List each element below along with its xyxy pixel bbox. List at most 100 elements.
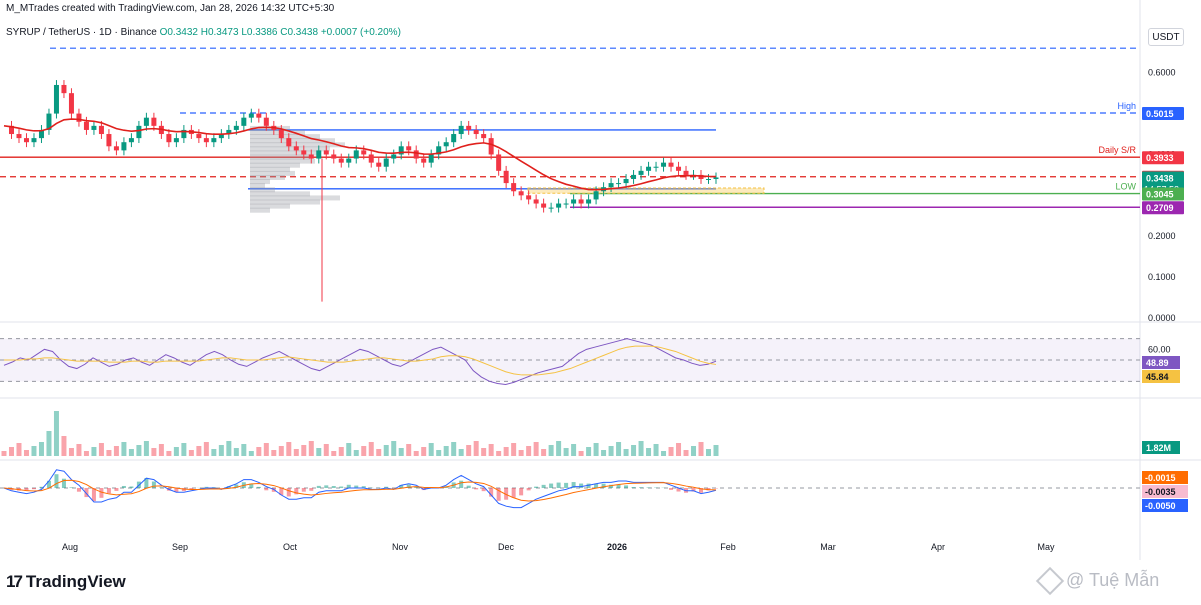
volume-bar <box>241 444 247 456</box>
volume-bar <box>668 447 674 456</box>
volume-bar <box>203 442 209 456</box>
volume-bar <box>23 450 29 456</box>
rsi-tag <box>1142 356 1180 369</box>
candle-body <box>211 138 217 143</box>
volume-profile-bar <box>250 170 295 176</box>
candle-body <box>346 158 352 163</box>
macd-histogram-bar <box>84 488 89 498</box>
candle-body <box>571 199 577 204</box>
time-axis-tick: Apr <box>931 542 945 552</box>
support-zone <box>527 187 765 194</box>
volume-bar <box>293 449 299 456</box>
macd-histogram-bar <box>234 484 239 488</box>
volume-tag <box>1142 441 1180 454</box>
macd-histogram-bar <box>534 486 539 488</box>
macd-histogram-bar <box>324 485 329 488</box>
signal-line <box>3 479 717 502</box>
rsi-axis-tick: 60.00 <box>1148 344 1171 354</box>
candle-body <box>166 134 172 143</box>
candle-body <box>638 170 644 175</box>
volume-bar <box>608 446 614 456</box>
tradingview-logo[interactable]: 17 TradingView <box>6 572 126 592</box>
brand-name: TradingView <box>25 572 126 591</box>
volume-bar <box>91 447 97 456</box>
volume-bar <box>443 446 449 456</box>
price-axis-tick: 0.0000 <box>1148 313 1176 323</box>
volume-bar <box>278 446 284 456</box>
candle-body <box>586 199 592 204</box>
macd-histogram-bar <box>294 488 299 495</box>
volume-bar <box>323 444 329 456</box>
macd-histogram-bar <box>496 488 501 501</box>
volume-bar <box>151 448 157 456</box>
volume-bar <box>676 443 682 456</box>
volume-bar <box>136 445 142 456</box>
candle-body <box>113 146 119 151</box>
volume-bar <box>623 449 629 456</box>
volume-profile-bar <box>250 138 335 144</box>
rsi-tag-text: 48.89 <box>1146 358 1169 368</box>
macd-line <box>3 469 717 509</box>
volume-bar <box>8 447 14 456</box>
time-axis-tick: Feb <box>720 542 736 552</box>
volume-bar <box>713 445 719 456</box>
macd-histogram-bar <box>144 477 149 488</box>
macd-histogram-bar <box>331 486 336 488</box>
price-tag-text: 0.3933 <box>1146 153 1174 163</box>
candle-body <box>676 166 682 171</box>
candle-body <box>436 146 442 155</box>
volume-bar <box>586 447 592 456</box>
volume-profile-bar <box>250 142 345 148</box>
macd-histogram-bar <box>114 488 119 491</box>
candle-body <box>563 203 569 205</box>
volume-bar <box>361 446 367 456</box>
macd-histogram-bar <box>609 484 614 488</box>
volume-bar <box>571 444 577 456</box>
price-tag-text: 0.3438 <box>1146 173 1174 183</box>
volume-bar <box>143 441 149 456</box>
candle-body <box>376 162 382 167</box>
currency-unit-button[interactable]: USDT <box>1148 28 1184 46</box>
macd-histogram-bar <box>316 485 321 488</box>
volume-bar <box>1 451 7 456</box>
volume-bar <box>226 441 232 456</box>
macd-histogram-bar <box>346 484 351 488</box>
volume-bar <box>556 441 562 456</box>
candle-body <box>608 183 614 188</box>
macd-histogram-bar <box>676 488 681 492</box>
candle-body <box>451 134 457 143</box>
volume-bar <box>368 442 374 456</box>
price-tag <box>1142 187 1184 201</box>
macd-histogram-bar <box>151 481 156 488</box>
macd-histogram-bar <box>474 488 479 490</box>
candle-body <box>661 162 667 167</box>
macd-histogram-bar <box>406 484 411 488</box>
level-label: LOW <box>1115 182 1136 192</box>
candle-body <box>121 142 127 151</box>
time-axis-tick: Nov <box>392 542 409 552</box>
price-tag-text: 0.5015 <box>1146 109 1174 119</box>
symbol-title[interactable]: SYRUP / TetherUS · 1D · Binance <box>6 27 157 38</box>
volume-profile-bar <box>250 154 310 160</box>
candle-body <box>406 146 412 151</box>
volume-bar <box>503 447 509 456</box>
candle-body <box>38 129 44 139</box>
volume-profile-bar <box>250 179 270 185</box>
macd-histogram-bar <box>46 480 51 488</box>
volume-bar <box>383 445 389 456</box>
volume-bar <box>683 450 689 456</box>
volume-bar <box>593 443 599 456</box>
volume-bar <box>271 450 277 456</box>
volume-bar <box>16 443 22 456</box>
candle-body <box>8 125 14 135</box>
volume-bar <box>181 443 187 456</box>
price-axis-tick: 0.2000 <box>1148 231 1176 241</box>
symbol-legend[interactable]: SYRUP / TetherUS · 1D · Binance O0.3432 … <box>6 27 401 38</box>
macd-histogram-bar <box>69 487 74 488</box>
candle-body <box>533 199 539 204</box>
price-axis-tick: 0.6000 <box>1148 68 1176 78</box>
candle-body <box>143 117 149 126</box>
macd-tag <box>1142 485 1188 498</box>
candle-body <box>61 84 67 94</box>
